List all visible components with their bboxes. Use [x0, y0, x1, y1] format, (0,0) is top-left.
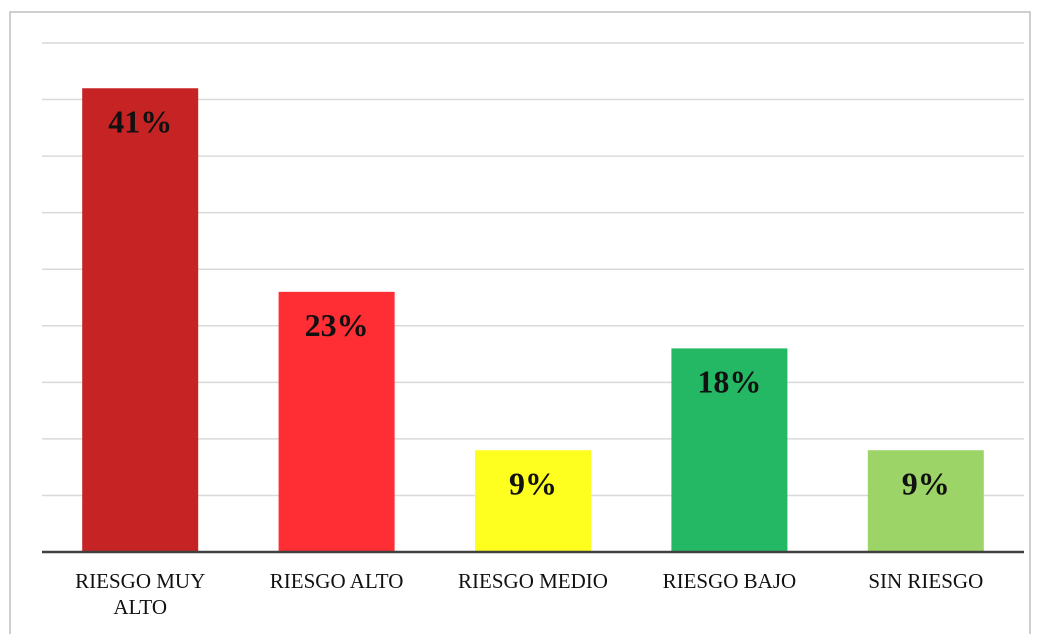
data-label: 18%	[697, 364, 761, 400]
data-label: 41%	[108, 104, 172, 140]
bar	[475, 450, 591, 552]
x-tick-label: RIESGO MEDIO	[458, 569, 608, 593]
bar	[671, 348, 788, 552]
x-tick-label: SIN RIESGO	[868, 569, 984, 593]
data-label: 23%	[305, 307, 369, 343]
x-tick-label: RIESGO ALTO	[269, 569, 404, 593]
data-label: 9%	[902, 466, 950, 502]
bar	[867, 450, 984, 552]
data-label: 9%	[509, 466, 557, 502]
x-tick-label: RIESGO MUY ALTO	[75, 569, 206, 619]
bar	[278, 291, 395, 552]
x-tick-label: RIESGO BAJO	[662, 569, 797, 593]
bar	[82, 88, 199, 552]
chart-border	[9, 11, 1031, 634]
